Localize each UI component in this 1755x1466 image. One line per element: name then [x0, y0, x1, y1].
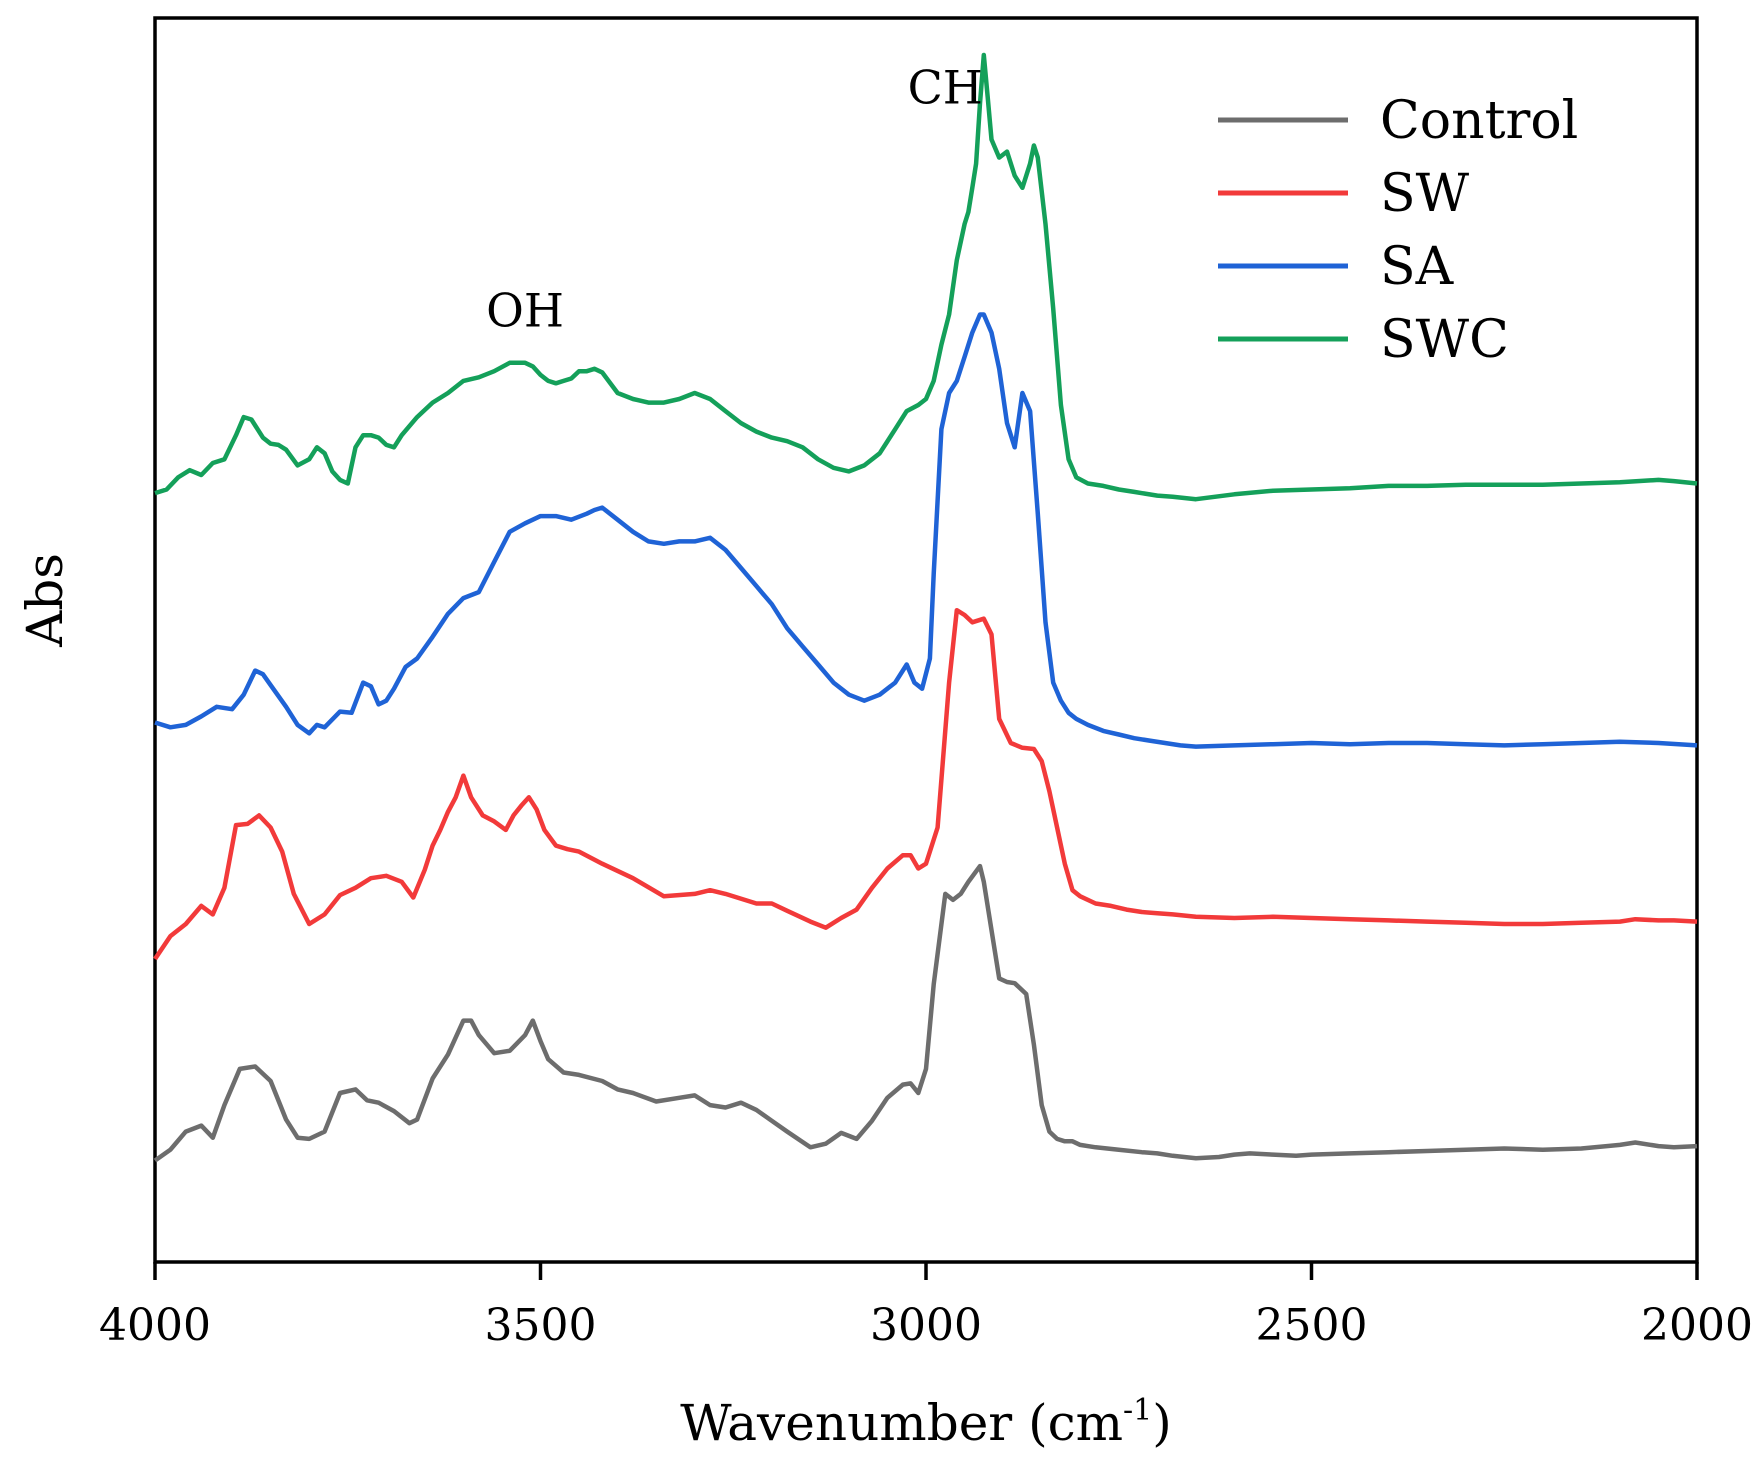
annotations: OH CH	[486, 60, 983, 337]
legend-label-sw: SW	[1380, 164, 1470, 224]
x-axis-title-sup: -1	[1123, 1393, 1152, 1428]
annotation-ch: CH	[908, 60, 983, 114]
legend-label-swc: SWC	[1380, 310, 1509, 370]
series-layer	[153, 52, 1698, 1163]
x-tick-label: 2000	[1641, 1300, 1753, 1351]
legend-label-control: Control	[1380, 91, 1578, 151]
x-tick-label: 2500	[1256, 1300, 1368, 1351]
y-axis-title: Abs	[16, 553, 74, 648]
x-axis-title: Wavenumber (cm-1)	[680, 1393, 1172, 1452]
x-axis-title-main: Wavenumber (cm	[680, 1394, 1123, 1452]
x-axis-title-close: )	[1152, 1394, 1172, 1452]
legend-label-sa: SA	[1380, 237, 1455, 297]
x-tick-label: 3500	[485, 1300, 597, 1351]
x-axis-ticks: 4000 3500 3000 2500 2000	[99, 1262, 1753, 1351]
series-line-sa	[154, 312, 1698, 749]
annotation-oh: OH	[486, 284, 564, 338]
series-line-control	[153, 863, 1698, 1163]
x-tick-label: 3000	[870, 1300, 982, 1351]
series-line-sw	[153, 607, 1698, 961]
x-tick-label: 4000	[99, 1300, 211, 1351]
series-line-swc	[154, 52, 1698, 502]
legend: Control SW SA SWC	[1218, 91, 1578, 370]
